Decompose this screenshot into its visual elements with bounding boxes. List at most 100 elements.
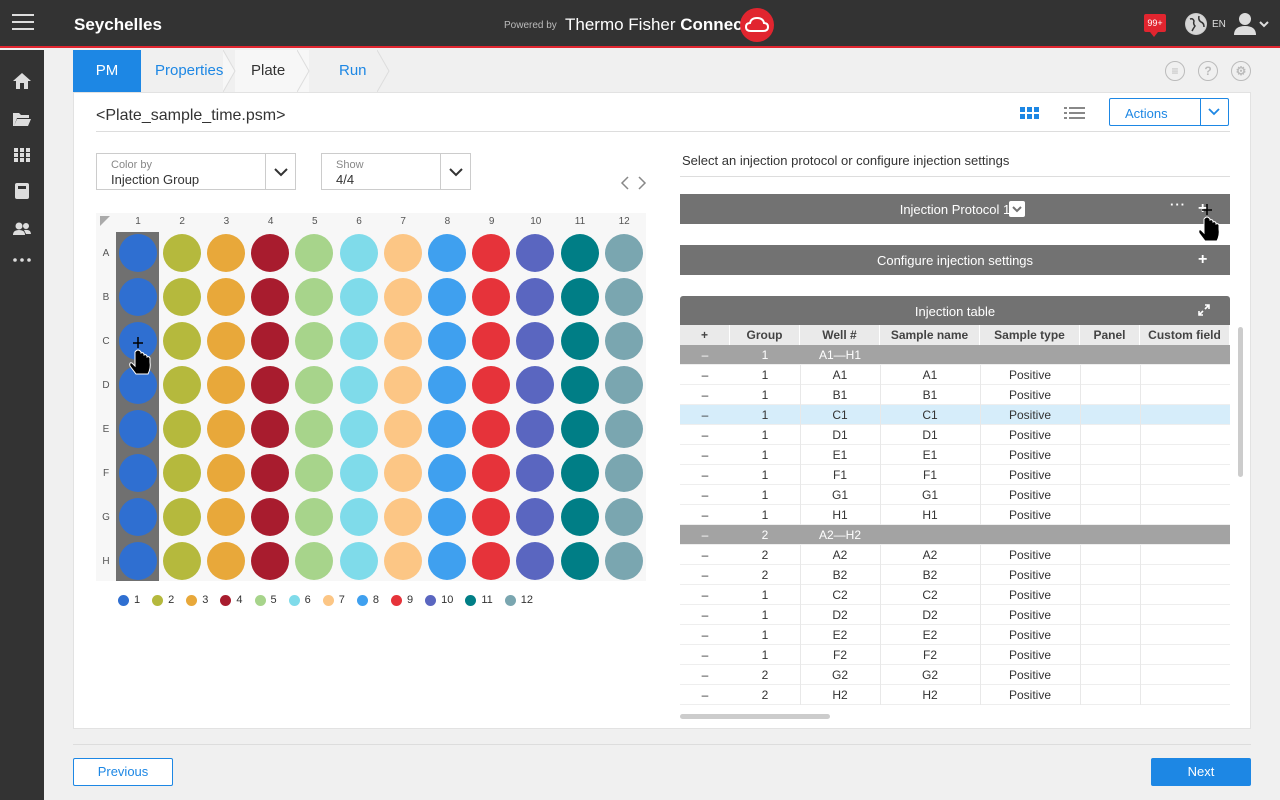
well-H12[interactable]: [604, 542, 643, 580]
table-row[interactable]: – 2 G2 G2 Positive: [680, 665, 1230, 685]
well-C9[interactable]: [472, 322, 511, 360]
well-E5[interactable]: [295, 410, 334, 448]
well-H4[interactable]: [251, 542, 290, 580]
well-C12[interactable]: [604, 322, 643, 360]
well-E1[interactable]: [118, 410, 157, 448]
add-configuration-icon[interactable]: +: [1198, 251, 1208, 268]
user-account-icon[interactable]: [1233, 11, 1273, 39]
well-A6[interactable]: [339, 234, 378, 272]
previous-button[interactable]: Previous: [73, 758, 173, 786]
more-options-icon[interactable]: ···: [1170, 197, 1186, 212]
well-B11[interactable]: [560, 278, 599, 316]
remove-row-icon[interactable]: –: [701, 668, 709, 682]
well-B5[interactable]: [295, 278, 334, 316]
well-A3[interactable]: [206, 234, 245, 272]
remove-row-icon[interactable]: –: [701, 648, 709, 662]
row-header[interactable]: F: [102, 468, 110, 479]
well-H3[interactable]: [206, 542, 245, 580]
remove-row-icon[interactable]: –: [701, 408, 709, 422]
well-C10[interactable]: [516, 322, 555, 360]
well-C6[interactable]: [339, 322, 378, 360]
well-B1[interactable]: [118, 278, 157, 316]
actions-dropdown[interactable]: Actions: [1109, 98, 1229, 126]
well-H5[interactable]: [295, 542, 334, 580]
well-D6[interactable]: [339, 366, 378, 404]
well-C3[interactable]: [206, 322, 245, 360]
well-D8[interactable]: [427, 366, 466, 404]
tab-properties[interactable]: Properties: [141, 50, 236, 92]
remove-row-icon[interactable]: –: [701, 368, 709, 382]
table-row[interactable]: – 1 G1 G1 Positive: [680, 485, 1230, 505]
well-G7[interactable]: [383, 498, 422, 536]
well-E8[interactable]: [427, 410, 466, 448]
remove-row-icon[interactable]: –: [701, 428, 709, 442]
well-H7[interactable]: [383, 542, 422, 580]
well-H10[interactable]: [516, 542, 555, 580]
well-F7[interactable]: [383, 454, 422, 492]
well-E10[interactable]: [516, 410, 555, 448]
vertical-scrollbar[interactable]: [1238, 327, 1243, 477]
well-D3[interactable]: [206, 366, 245, 404]
table-row[interactable]: – 1 A1 A1 Positive: [680, 365, 1230, 385]
well-F12[interactable]: [604, 454, 643, 492]
well-C2[interactable]: [162, 322, 201, 360]
well-G12[interactable]: [604, 498, 643, 536]
remove-row-icon[interactable]: –: [701, 348, 709, 362]
notifications-badge[interactable]: 99+: [1144, 14, 1166, 37]
well-D10[interactable]: [516, 366, 555, 404]
well-G3[interactable]: [206, 498, 245, 536]
group-row[interactable]: – 2 A2—H2: [680, 525, 1230, 545]
protocol-dropdown-icon[interactable]: [1009, 201, 1025, 217]
well-D7[interactable]: [383, 366, 422, 404]
row-header[interactable]: C: [102, 336, 110, 347]
well-A2[interactable]: [162, 234, 201, 272]
well-F3[interactable]: [206, 454, 245, 492]
well-F8[interactable]: [427, 454, 466, 492]
well-H8[interactable]: [427, 542, 466, 580]
remove-row-icon[interactable]: –: [701, 488, 709, 502]
column-header[interactable]: 7: [400, 216, 406, 227]
remove-row-icon[interactable]: –: [701, 548, 709, 562]
configure-injection-bar[interactable]: Configure injection settings +: [680, 245, 1230, 275]
well-C1[interactable]: [118, 322, 157, 360]
well-E11[interactable]: [560, 410, 599, 448]
table-row[interactable]: – 1 E2 E2 Positive: [680, 625, 1230, 645]
table-row[interactable]: – 1 D2 D2 Positive: [680, 605, 1230, 625]
well-B2[interactable]: [162, 278, 201, 316]
column-header[interactable]: 12: [618, 216, 630, 227]
apps-grid-icon[interactable]: [12, 146, 32, 164]
well-C11[interactable]: [560, 322, 599, 360]
column-header[interactable]: +: [680, 325, 730, 345]
column-header[interactable]: 4: [267, 216, 274, 227]
well-E12[interactable]: [604, 410, 643, 448]
well-E3[interactable]: [206, 410, 245, 448]
remove-row-icon[interactable]: –: [701, 528, 709, 542]
column-header[interactable]: 3: [223, 216, 230, 227]
row-header[interactable]: H: [102, 556, 110, 567]
table-row[interactable]: – 1 C1 C1 Positive: [680, 405, 1230, 425]
table-row[interactable]: – 1 D1 D1 Positive: [680, 425, 1230, 445]
well-G5[interactable]: [295, 498, 334, 536]
well-A10[interactable]: [516, 234, 555, 272]
remove-row-icon[interactable]: –: [701, 608, 709, 622]
tab-plate[interactable]: Plate: [235, 50, 310, 92]
remove-row-icon[interactable]: –: [701, 448, 709, 462]
next-button[interactable]: Next: [1151, 758, 1251, 786]
column-header[interactable]: 6: [356, 216, 362, 227]
well-B8[interactable]: [427, 278, 466, 316]
remove-row-icon[interactable]: –: [701, 388, 709, 402]
well-B7[interactable]: [383, 278, 422, 316]
table-row[interactable]: – 1 C2 C2 Positive: [680, 585, 1230, 605]
well-A11[interactable]: [560, 234, 599, 272]
well-E4[interactable]: [251, 410, 290, 448]
table-row[interactable]: – 1 F1 F1 Positive: [680, 465, 1230, 485]
well-C4[interactable]: [251, 322, 290, 360]
well-E7[interactable]: [383, 410, 422, 448]
well-D4[interactable]: [251, 366, 290, 404]
well-A8[interactable]: [427, 234, 466, 272]
table-row[interactable]: – 1 E1 E1 Positive: [680, 445, 1230, 465]
well-B10[interactable]: [516, 278, 555, 316]
remove-row-icon[interactable]: –: [701, 568, 709, 582]
well-A9[interactable]: [472, 234, 511, 272]
well-D5[interactable]: [295, 366, 334, 404]
